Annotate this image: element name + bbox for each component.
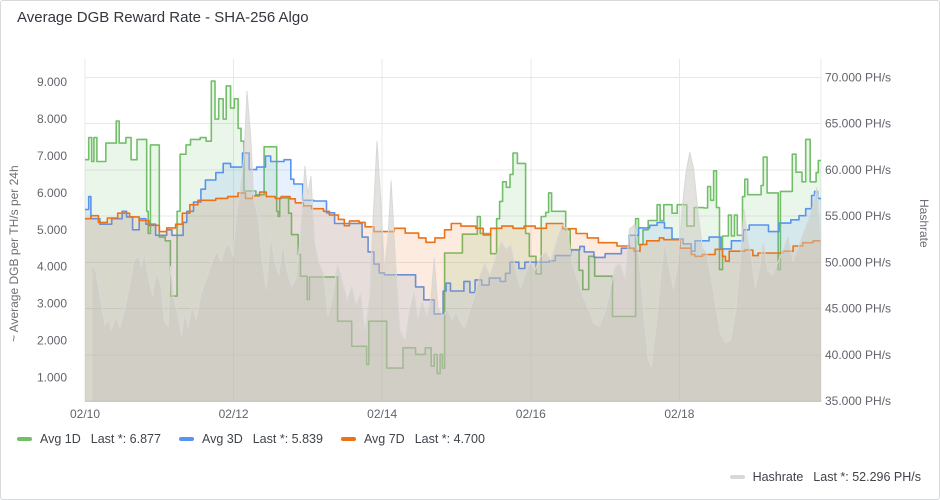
right-axis-tick-label: 35.000 PH/s [825, 394, 891, 408]
x-axis-tick-label: 02/16 [516, 407, 546, 421]
right-axis-tick-label: 40.000 PH/s [825, 348, 891, 362]
left-axis-tick-label: 2.000 [37, 333, 67, 347]
legend-item-hashrate[interactable]: Hashrate Last *: 52.296 PH/s [729, 470, 921, 484]
legend-series-name: Avg 3D [201, 432, 243, 446]
legend-series-row: Avg 1D Last *: 6.877 Avg 3D Last *: 5.839 Av… [17, 432, 485, 446]
left-axis-tick-label: 6.000 [37, 186, 67, 200]
legend-hashrate-row: Hashrate Last *: 52.296 PH/s [729, 470, 921, 484]
legend-series-name: Avg 7D [363, 432, 405, 446]
legend-last-value: Last *: 6.877 [90, 432, 161, 446]
left-axis-tick-label: 3.000 [37, 297, 67, 311]
legend-item-avg-1d[interactable]: Avg 1D Last *: 6.877 [17, 432, 161, 446]
left-axis-tick-label: 5.000 [37, 223, 67, 237]
left-axis-tick-label: 8.000 [37, 112, 67, 126]
left-axis-tick-label: 9.000 [37, 75, 67, 89]
legend-dash-icon [729, 475, 745, 479]
legend-item-avg-7d[interactable]: Avg 7D Last *: 4.700 [340, 432, 485, 446]
x-axis-tick-label: 02/18 [664, 407, 694, 421]
legend-series-name: Avg 1D [40, 432, 81, 446]
right-axis-tick-label: 45.000 PH/s [825, 302, 891, 316]
legend-last-value: Last *: 52.296 PH/s [813, 470, 921, 484]
right-axis-tick-label: 60.000 PH/s [825, 163, 891, 177]
left-axis-tick-label: 1.000 [37, 370, 67, 384]
right-axis-tick-label: 50.000 PH/s [825, 255, 891, 269]
panel-title: Average DGB Reward Rate - SHA-256 Algo [17, 9, 309, 26]
legend-last-value: Last *: 4.700 [414, 432, 485, 446]
legend-dash-icon [17, 437, 32, 441]
legend-last-value: Last *: 5.839 [252, 432, 323, 446]
x-axis-tick-label: 02/10 [70, 407, 100, 421]
right-axis-tick-label: 65.000 PH/s [825, 117, 891, 131]
right-axis-tick-label: 55.000 PH/s [825, 209, 891, 223]
legend-series-name: Hashrate [752, 470, 804, 484]
x-axis-tick-label: 02/12 [219, 407, 249, 421]
legend-dash-icon [340, 437, 356, 441]
plot-area[interactable] [85, 80, 821, 402]
x-axis-tick-label: 02/14 [367, 407, 397, 421]
series-line-avg-1d [85, 80, 821, 375]
right-axis-title: Hashrate [917, 199, 931, 248]
series-line-hashrate [92, 90, 821, 368]
left-axis-tick-label: 7.000 [37, 149, 67, 163]
legend-item-avg-3d[interactable]: Avg 3D Last *: 5.839 [178, 432, 323, 446]
right-axis-tick-label: 70.000 PH/s [825, 70, 891, 84]
series-fill-hashrate [92, 91, 821, 402]
left-axis-tick-label: 4.000 [37, 260, 67, 274]
legend-dash-icon [178, 437, 194, 441]
